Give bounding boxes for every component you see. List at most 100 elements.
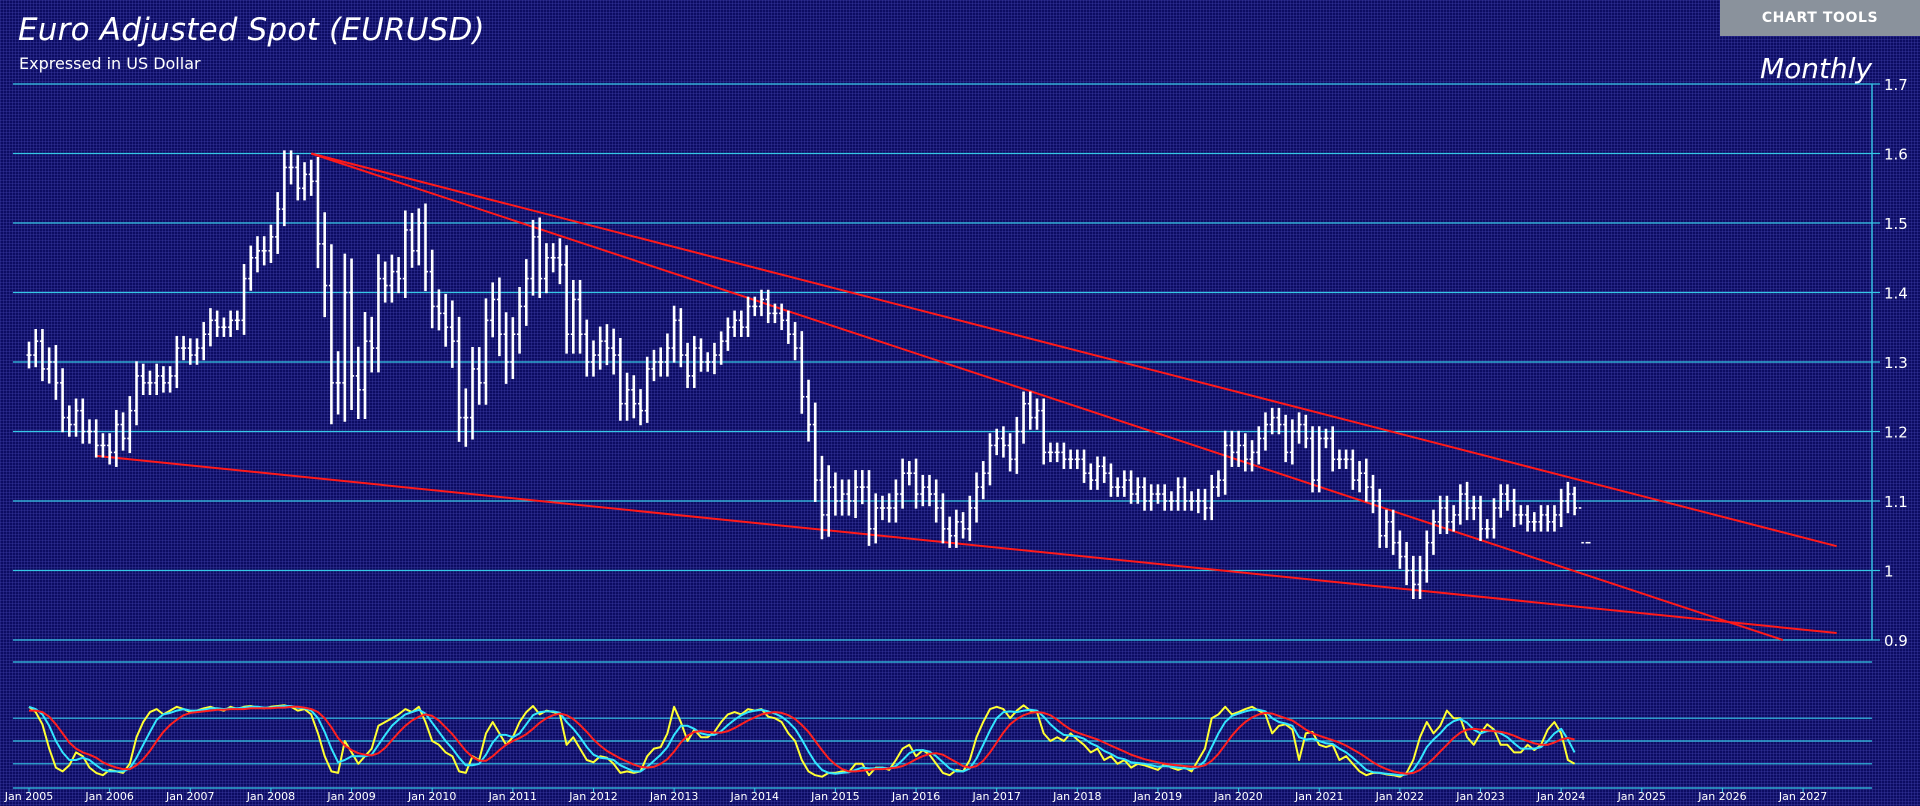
ohlc-bar — [873, 493, 879, 544]
y-tick-label: 1.7 — [1884, 76, 1908, 94]
ohlc-bar — [839, 479, 845, 516]
ohlc-bar — [1236, 430, 1242, 467]
ohlc-bar — [1189, 491, 1195, 511]
ohlc-bar — [167, 366, 173, 393]
ohlc-bar — [624, 372, 630, 421]
x-tick-label: Jan 2006 — [84, 790, 133, 803]
ohlc-bar — [994, 428, 1000, 456]
chart-tools-button[interactable]: CHART TOOLS — [1720, 0, 1920, 36]
ohlc-bar — [846, 479, 852, 516]
ohlc-bar — [1464, 481, 1470, 521]
ohlc-bar — [308, 159, 314, 196]
ohlc-bar — [1128, 470, 1134, 504]
ohlc-bar — [181, 335, 187, 361]
ohlc-bar — [228, 310, 234, 337]
ohlc-bar — [1504, 484, 1510, 511]
chart-subtitle: Expressed in US Dollar — [19, 54, 201, 73]
grid-layer — [13, 83, 1872, 663]
x-tick-label: Jan 2020 — [1213, 790, 1262, 803]
ohlc-bar — [879, 495, 885, 521]
ohlc-bar — [1323, 428, 1329, 449]
ohlc-bar — [745, 296, 751, 337]
ohlc-bar — [1518, 505, 1524, 525]
ohlc-bar — [564, 245, 570, 354]
x-tick-label: Jan 2022 — [1375, 790, 1424, 803]
ohlc-bar — [772, 303, 778, 324]
ohlc-bar — [671, 305, 677, 363]
ohlc-bar — [1424, 530, 1430, 583]
ohlc-bar — [295, 155, 301, 201]
ohlc-bar — [328, 244, 334, 425]
ohlc-bar — [187, 338, 193, 365]
ohlc-bar — [201, 322, 207, 361]
ohlc-bar — [46, 347, 52, 384]
y-tick-label: 1 — [1884, 563, 1894, 581]
ohlc-bar — [604, 324, 610, 366]
ohlc-bar — [302, 162, 308, 201]
ohlc-bar — [523, 259, 529, 326]
ohlc-bar — [73, 398, 79, 437]
x-tick-label: Jan 2023 — [1455, 790, 1504, 803]
y-tick-label: 1.4 — [1884, 285, 1908, 303]
ohlc-bar — [1531, 512, 1537, 532]
ohlc-bar — [39, 328, 45, 382]
ohlc-bar — [315, 156, 321, 269]
ohlc-bar — [375, 254, 381, 373]
ohlc-bar — [1168, 491, 1174, 511]
ohlc-bar — [355, 346, 361, 419]
ohlc-bar — [738, 310, 744, 337]
chart-title: Euro Adjusted Spot (EURUSD) — [18, 12, 485, 48]
y-tick-label: 1.3 — [1884, 354, 1908, 372]
ohlc-bar — [160, 366, 166, 393]
ohlc-bar — [974, 472, 980, 523]
ohlc-bar — [967, 495, 973, 541]
ohlc-bar — [933, 479, 939, 523]
ohlc-bar — [906, 461, 912, 486]
ohlc-bar — [1289, 419, 1295, 465]
ohlc-bar — [207, 308, 213, 347]
ohlc-bar — [1202, 488, 1208, 521]
ohlc-bar — [1437, 495, 1443, 535]
ohlc-bar — [1007, 433, 1013, 472]
x-tick-label: Jan 2027 — [1778, 790, 1827, 803]
ohlc-bar — [254, 236, 260, 273]
ohlc-bar — [100, 433, 106, 458]
ohlc-bar — [651, 349, 657, 382]
ohlc-bar — [1115, 477, 1121, 497]
ohlc-bar — [1195, 488, 1201, 514]
ohlc-bar — [577, 279, 583, 354]
ohlc-bar — [826, 465, 832, 537]
ohlc-bar — [1041, 398, 1047, 465]
y-tick-label: 0.9 — [1884, 632, 1908, 650]
ohlc-bar — [127, 396, 133, 454]
ohlc-bar — [953, 509, 959, 548]
ohlc-bar — [1000, 426, 1006, 458]
ohlc-bar — [1142, 477, 1148, 511]
ohlc-bar — [631, 375, 637, 419]
ohlc-bar — [436, 289, 442, 331]
ohlc-bar — [510, 317, 516, 380]
ohlc-bar — [859, 470, 865, 505]
ohlc-bar — [1135, 477, 1141, 504]
ohlc-bar — [120, 412, 126, 451]
trendline-layer — [96, 152, 1837, 641]
ohlc-bar — [288, 150, 294, 185]
ohlc-bar — [1417, 555, 1423, 599]
ohlc-bar — [1081, 449, 1087, 483]
ohlc-bar — [429, 249, 435, 329]
x-tick-label: Jan 2024 — [1536, 790, 1585, 803]
ohlc-bar — [1491, 498, 1497, 539]
ohlc-bar — [113, 409, 119, 467]
ohlc-bar — [86, 419, 92, 444]
ohlc-bar — [806, 379, 812, 442]
ohlc-bar — [234, 310, 240, 331]
ohlc-bar — [443, 293, 449, 347]
ohlc-bar — [1370, 474, 1376, 514]
ohlc-bar — [389, 254, 395, 303]
ohlc-bar — [960, 512, 966, 539]
ohlc-bar — [718, 331, 724, 365]
ohlc-bar — [1316, 426, 1322, 493]
x-tick-label: Jan 2011 — [488, 790, 537, 803]
ohlc-bar — [1283, 414, 1289, 463]
